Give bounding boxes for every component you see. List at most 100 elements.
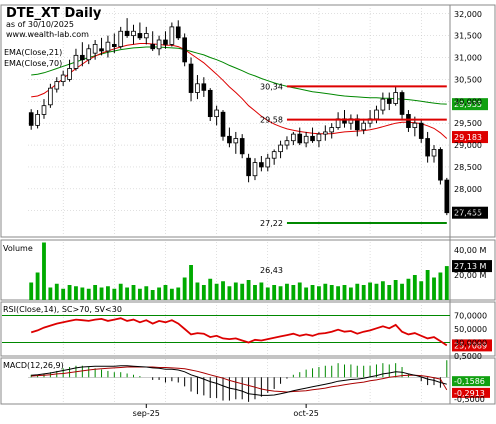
candle-body (418, 122, 424, 139)
volume-bar (118, 283, 123, 300)
candle-body (169, 26, 175, 45)
candle-body (54, 81, 60, 90)
rsi-frame (0, 301, 496, 357)
volume-bar (361, 285, 366, 300)
volume-bar (355, 283, 360, 300)
candle-body (137, 33, 143, 39)
price-tick-label: 31,500 (454, 32, 482, 41)
candle-body (361, 122, 367, 131)
volume-bar (246, 280, 251, 300)
volume-bar (285, 283, 289, 300)
candle-body (28, 112, 34, 126)
price-tick-label: 31,000 (454, 54, 482, 63)
volume-bar (42, 242, 46, 300)
volume-bar (240, 283, 245, 300)
volume-bar (137, 288, 142, 300)
candle-body (105, 41, 111, 52)
volume-bar (54, 283, 59, 300)
volume-bar (125, 287, 130, 300)
axis-labels: 32,000 31,500 31,000 30,500 30,000 29,500 29,0… (133, 10, 487, 418)
candle-body (86, 48, 92, 61)
candle-body (92, 43, 98, 54)
price-tick-label: 30,000 (454, 97, 482, 106)
volume-bar (189, 265, 193, 300)
volume-bar (227, 286, 232, 300)
volume-bar (61, 288, 66, 300)
volume-bar (112, 288, 117, 300)
volume-bar (380, 281, 385, 300)
ema70-legend: EMA(Close,70) (4, 59, 62, 68)
volume-bar (348, 287, 353, 300)
grid-lines (0, 4, 496, 405)
volume-bar (221, 281, 225, 300)
volume-bar (265, 287, 270, 300)
volume-bar (93, 285, 98, 300)
price-tick-label: 29,500 (454, 119, 482, 128)
candle-body (143, 33, 149, 39)
price-tag-label: 27,455 (454, 209, 482, 218)
volume-tag-label: 27,13 M (454, 262, 486, 271)
macd-tag-label: -0,2913 (454, 389, 485, 398)
macd-line (31, 365, 447, 396)
candle-body (444, 179, 450, 214)
candle-body (310, 135, 315, 142)
macd-frame (0, 357, 496, 405)
site-label: www.wealth-lab.com (6, 30, 89, 39)
price-tag-box (452, 206, 488, 219)
candle-body (297, 133, 303, 144)
candle-body (265, 157, 271, 168)
candle-body (406, 114, 411, 128)
x-tick-label: sep-25 (133, 409, 160, 418)
volume-bar (208, 278, 213, 300)
volume-bar (400, 283, 404, 300)
volume-bar (163, 285, 168, 300)
volume-bar (278, 286, 283, 300)
candle-body (182, 37, 187, 63)
volume-bar (374, 283, 379, 300)
volume-tick-label: 40,00 M (454, 246, 486, 255)
candle-body (271, 151, 277, 159)
volume-bar (233, 282, 238, 300)
volume-bar (259, 282, 264, 300)
candle-body (124, 30, 130, 37)
candle-body (399, 92, 405, 115)
volume-bar (438, 272, 443, 300)
volume-bar (304, 287, 309, 300)
candle-body (284, 140, 290, 146)
volume-tick-label: 20,00 M (454, 271, 486, 280)
candle-body (156, 39, 162, 50)
candle-body (99, 48, 104, 52)
volume-title: Volume (3, 244, 33, 253)
candle-body (35, 114, 40, 126)
volume-bar (182, 277, 187, 300)
volume-bar (310, 285, 315, 300)
candle-body (150, 43, 156, 50)
candle-body (131, 30, 136, 37)
price-frame (0, 4, 496, 238)
rsi-tick-label: 30,0000 (454, 339, 487, 348)
volume-bar (74, 286, 78, 300)
as-of-date: as of 30/10/2025 (6, 20, 74, 29)
volume-tag-box (452, 260, 492, 273)
candle-body (278, 144, 283, 153)
candle-body (431, 149, 437, 157)
volume-bar (169, 288, 174, 300)
volume-peak-label: 26,43 (260, 266, 283, 275)
ema21-line (31, 43, 448, 139)
volume-bar (323, 283, 328, 300)
candle-body (227, 135, 232, 144)
volume-bar (393, 280, 398, 300)
candle-body (438, 149, 443, 181)
candle-body (175, 26, 181, 39)
rsi-panel: 25,7089 RSI(Close,14), SC>70, SV<30 (2, 305, 492, 352)
candle-body (303, 135, 309, 144)
volume-bar (253, 285, 257, 300)
volume-bar (201, 285, 206, 300)
volume-bar (291, 285, 296, 300)
candle-body (412, 122, 418, 128)
macd-tick-label: -0,5000 (454, 395, 485, 404)
price-tag-label: 29,183 (454, 133, 482, 142)
volume-bar (368, 282, 372, 300)
candle-body (188, 63, 194, 93)
